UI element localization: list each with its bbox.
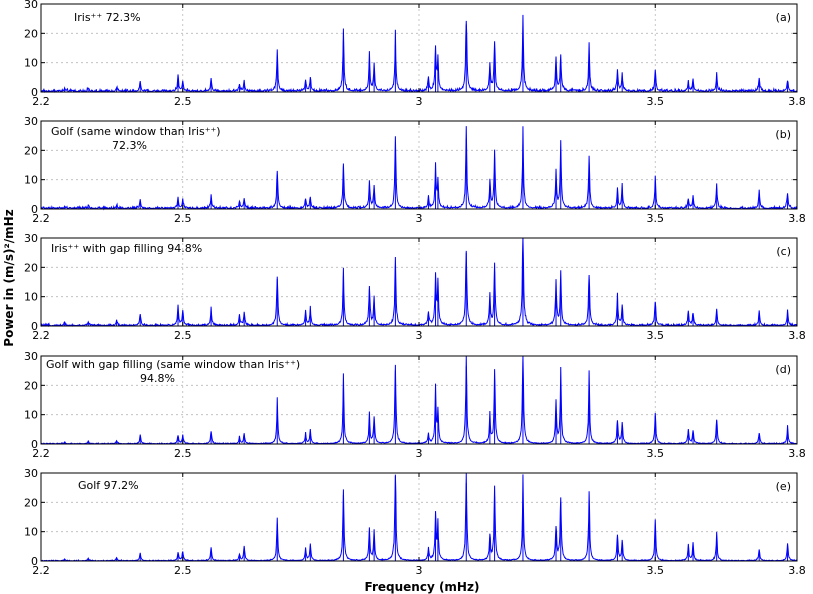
y-tick-label: 10 [24, 409, 38, 422]
y-tick-label: 30 [24, 350, 38, 363]
plot-frame [40, 472, 798, 562]
y-tick-label: 10 [24, 526, 38, 539]
x-tick-label: 3.8 [788, 95, 806, 108]
x-tick-label: 3 [416, 564, 423, 577]
x-tick-label: 2.5 [174, 212, 192, 225]
y-tick-label: 10 [24, 174, 38, 187]
panel-c: 2.2 2.5 3 3.5 3.8 0 10 20 30 Iris⁺⁺ with gap fill… [24, 232, 806, 342]
panel-annotation: 72.3% [112, 139, 147, 152]
panel-label: (e) [776, 480, 791, 493]
panel-annotation: Iris⁺⁺ with gap filling 94.8% [51, 242, 202, 255]
panel-e: 2.2 2.5 3 3.5 3.8 0 10 20 30 Golf 97.2% (e) [24, 467, 806, 577]
panel-label: (a) [776, 11, 791, 24]
panel-annotation: Golf (same window than Iris⁺⁺) [51, 125, 221, 138]
x-tick-label: 2.5 [174, 447, 192, 460]
panel-annotation: 94.8% [140, 372, 175, 385]
x-tick-label: 2.2 [32, 447, 50, 460]
x-tick-label: 2.5 [174, 564, 192, 577]
panel-label: (b) [775, 128, 791, 141]
y-tick-label: 20 [24, 379, 38, 392]
y-tick-label: 0 [31, 438, 38, 451]
y-tick-label: 20 [24, 27, 38, 40]
y-tick-label: 0 [31, 203, 38, 216]
x-tick-label: 3 [416, 329, 423, 342]
x-tick-label: 2.2 [32, 329, 50, 342]
panel-label: (d) [775, 363, 791, 376]
panel-b: 2.2 2.5 3 3.5 3.8 0 10 20 30 Golf (same window th… [24, 115, 806, 225]
panel-annotation: Iris⁺⁺ 72.3% [74, 11, 141, 24]
x-tick-label: 3.5 [647, 564, 665, 577]
panel-annotation: Golf 97.2% [78, 479, 139, 492]
panel-annotation: Golf with gap filling (same window than … [46, 358, 300, 371]
x-tick-label: 2.2 [32, 564, 50, 577]
y-tick-label: 10 [24, 291, 38, 304]
panel-label: (c) [776, 245, 791, 258]
x-tick-label: 3.8 [788, 564, 806, 577]
y-tick-label: 20 [24, 496, 38, 509]
x-tick-label: 3.8 [788, 329, 806, 342]
y-tick-label: 0 [31, 86, 38, 99]
y-tick-label: 30 [24, 0, 38, 11]
x-tick-label: 3 [416, 212, 423, 225]
y-axis-title: Power in (m/s)²/mHz [2, 209, 16, 346]
x-tick-label: 2.5 [174, 95, 192, 108]
plot-frame [40, 3, 798, 93]
x-tick-label: 3 [416, 95, 423, 108]
y-tick-label: 30 [24, 115, 38, 128]
x-tick-label: 3.5 [647, 329, 665, 342]
y-tick-label: 30 [24, 232, 38, 245]
x-tick-label: 3.5 [647, 447, 665, 460]
y-tick-label: 20 [24, 144, 38, 157]
panel-a: 2.2 2.5 3 3.5 3.8 0 10 20 30 Iris⁺⁺ 72.3% (a) [24, 0, 806, 108]
y-tick-label: 0 [31, 555, 38, 568]
y-tick-label: 10 [24, 57, 38, 70]
spectrum-line [40, 472, 798, 562]
y-tick-label: 30 [24, 467, 38, 480]
y-tick-label: 0 [31, 320, 38, 333]
x-tick-label: 2.5 [174, 329, 192, 342]
x-tick-label: 3.5 [647, 95, 665, 108]
x-tick-label: 3.8 [788, 212, 806, 225]
x-axis-title: Frequency (mHz) [365, 580, 480, 594]
panel-d: 2.2 2.5 3 3.5 3.8 0 10 20 30 Golf with gap fillin… [24, 350, 806, 460]
x-tick-label: 3.5 [647, 212, 665, 225]
y-tick-label: 20 [24, 261, 38, 274]
x-tick-label: 3 [416, 447, 423, 460]
x-tick-label: 2.2 [32, 212, 50, 225]
x-tick-label: 3.8 [788, 447, 806, 460]
x-tick-label: 2.2 [32, 95, 50, 108]
